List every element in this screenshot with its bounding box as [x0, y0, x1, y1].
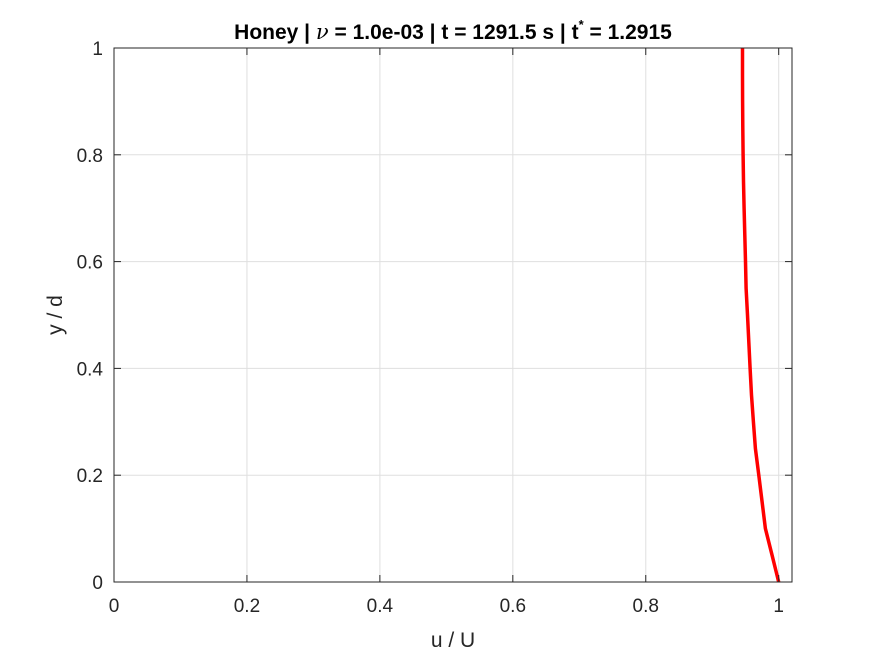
y-tick-label: 0.2	[77, 466, 103, 487]
series-line	[740, 48, 781, 583]
title-prefix: Honey |	[234, 21, 316, 44]
x-tick-label: 0.8	[633, 596, 659, 617]
title-superscript: *	[579, 17, 585, 32]
y-tick-label: 1	[92, 39, 103, 60]
title-suffix: = 1.2915	[584, 21, 672, 44]
y-tick-label: 0.4	[77, 359, 104, 380]
title-nu-symbol: ν	[316, 20, 329, 44]
x-tick-labels: 0 0.2 0.4 0.6 0.8 1	[109, 596, 784, 617]
y-tick-label: 0.6	[77, 253, 103, 274]
axes-box	[113, 47, 793, 583]
x-tick-label: 0.6	[500, 596, 526, 617]
chart-title: Honey | ν = 1.0e-03 | t = 1291.5 s | t* …	[234, 17, 672, 44]
grid	[113, 47, 792, 583]
ticks	[113, 47, 792, 583]
plot-area	[114, 48, 792, 582]
y-tick-label: 0.8	[77, 146, 103, 167]
y-axis-label: y / d	[44, 295, 67, 335]
x-tick-label: 0.2	[234, 596, 260, 617]
x-axis-label: u / U	[431, 629, 475, 652]
title-nu-value: = 1.0e-03 | t = 1291.5 s | t	[329, 21, 579, 44]
x-tick-label: 0.4	[367, 596, 394, 617]
x-tick-label: 1	[773, 596, 784, 617]
x-tick-label: 0	[109, 596, 120, 617]
y-tick-labels: 0 0.2 0.4 0.6 0.8 1	[77, 39, 104, 594]
y-tick-label: 0	[92, 573, 103, 594]
series-layer	[740, 48, 781, 583]
